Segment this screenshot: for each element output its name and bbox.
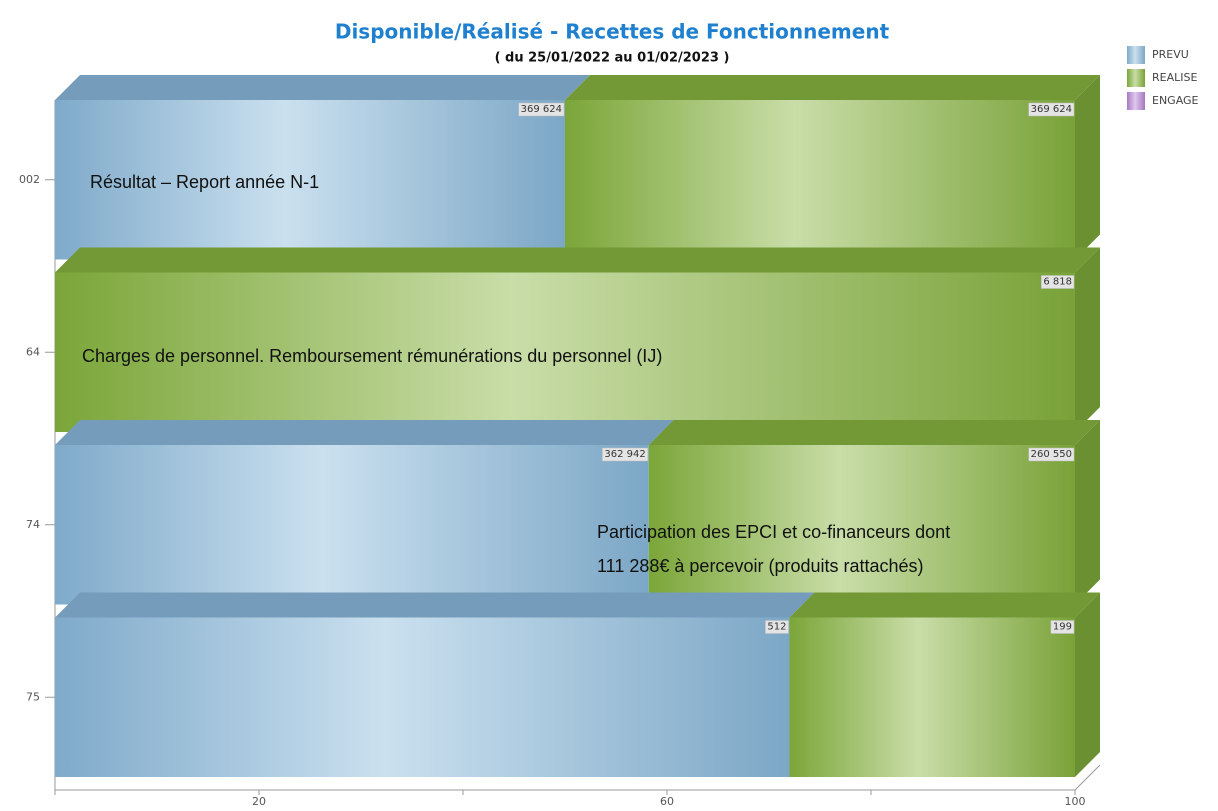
bar-side <box>1075 75 1100 260</box>
y-tick-label: 75 <box>26 690 40 703</box>
chart-subtitle: ( du 25/01/2022 au 01/02/2023 ) <box>495 51 730 66</box>
legend-swatch <box>1127 46 1145 64</box>
legend-label: REALISE <box>1152 71 1197 84</box>
bar <box>648 445 1075 605</box>
annotation: Charges de personnel. Remboursement rému… <box>82 346 662 366</box>
x-tick-label: 20 <box>252 795 266 808</box>
bar-top <box>55 592 815 618</box>
x-tick-label: 100 <box>1065 795 1086 808</box>
value-label: 199 <box>1053 622 1072 633</box>
bar <box>55 272 1075 432</box>
legend-swatch <box>1127 69 1145 87</box>
bar-side <box>1075 592 1100 777</box>
value-label-bg <box>1041 275 1075 289</box>
annotation: 111 288€ à percevoir (produits rattachés… <box>597 556 924 576</box>
annotation: Résultat – Report année N-1 <box>90 172 319 192</box>
bar <box>789 617 1075 777</box>
legend-label: PREVU <box>1152 48 1189 61</box>
bar-side <box>1075 247 1100 432</box>
y-tick-label: 74 <box>26 518 40 531</box>
value-label-bg <box>1028 447 1075 462</box>
bar <box>55 100 565 260</box>
bar-top <box>648 420 1100 445</box>
value-label: 6 818 <box>1043 277 1072 288</box>
bar-top <box>55 75 590 100</box>
bar-side <box>1075 420 1100 605</box>
value-label-bg <box>765 620 789 634</box>
y-tick-label: 002 <box>19 173 40 186</box>
value-label-bg <box>602 447 649 462</box>
chart-title: Disponible/Réalisé - Recettes de Fonctio… <box>335 20 890 44</box>
legend-label: ENGAGE <box>1152 94 1199 107</box>
y-tick-label: 64 <box>26 345 40 358</box>
value-label-bg <box>518 102 565 117</box>
legend-swatch <box>1127 92 1145 110</box>
annotation: Participation des EPCI et co-financeurs … <box>597 522 950 542</box>
value-label-bg <box>1050 620 1075 634</box>
bar-top <box>789 592 1100 618</box>
x-axis-depth <box>1074 764 1101 791</box>
bar <box>565 100 1075 260</box>
bar-top <box>55 247 1100 273</box>
bar-top <box>565 75 1100 100</box>
value-label: 512 <box>767 622 786 633</box>
value-label: 369 624 <box>521 104 562 115</box>
bar <box>55 445 649 605</box>
value-label: 369 624 <box>1031 104 1072 115</box>
bar-top <box>55 420 674 445</box>
x-tick-label: 60 <box>660 795 674 808</box>
value-label: 362 942 <box>604 449 645 460</box>
bar <box>55 617 790 777</box>
value-label-bg <box>1028 102 1075 117</box>
value-label: 260 550 <box>1031 449 1072 460</box>
